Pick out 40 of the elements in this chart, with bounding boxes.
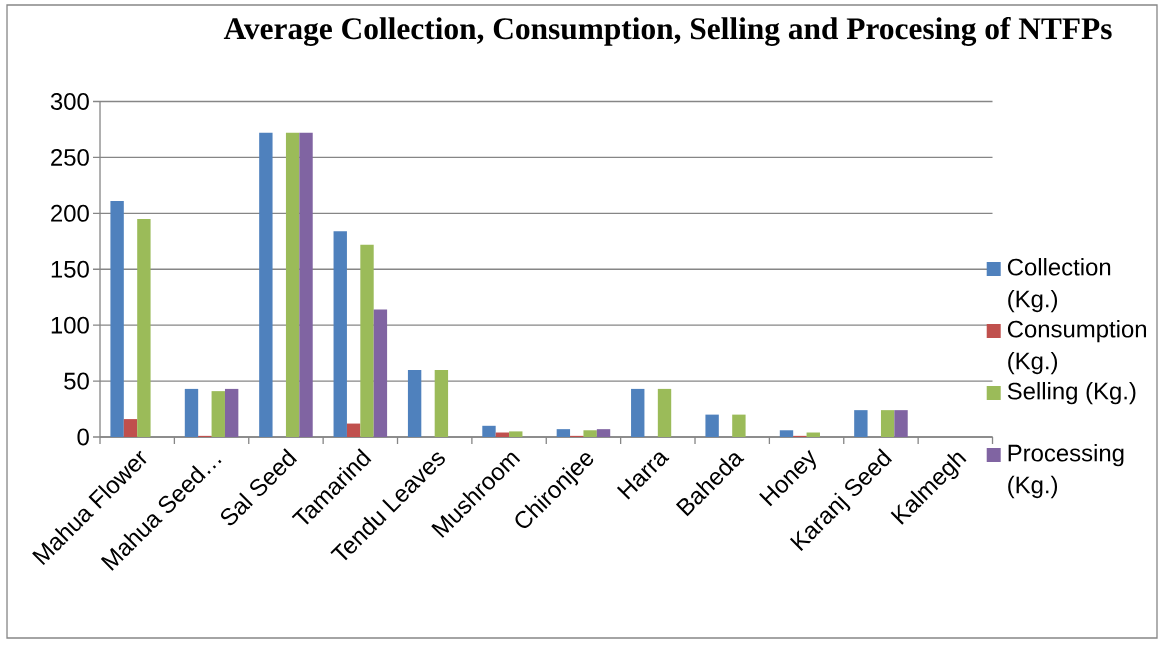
bar	[705, 414, 719, 437]
bar	[434, 369, 449, 437]
bar	[333, 231, 347, 437]
y-tick-label: 50	[64, 372, 89, 390]
y-tick-label: 100	[51, 316, 89, 334]
bar	[211, 391, 225, 437]
bar	[285, 132, 300, 437]
bar	[110, 201, 124, 437]
bar	[509, 431, 523, 437]
bar	[596, 429, 611, 437]
bar	[583, 430, 597, 437]
bar	[556, 429, 571, 437]
bar	[346, 423, 361, 437]
bar	[854, 410, 868, 437]
bar	[657, 388, 672, 437]
bar	[224, 388, 239, 437]
bar	[184, 388, 199, 437]
bar	[732, 414, 746, 437]
bar	[360, 244, 374, 437]
bar	[299, 132, 313, 437]
y-tick-label: 200	[51, 204, 89, 222]
y-tick-label: 250	[51, 148, 89, 166]
y-tick-label: 150	[51, 260, 89, 278]
bar	[894, 410, 908, 437]
y-tick-label: 300	[50, 93, 89, 110]
legend-label: Processing (Kg.)	[1008, 443, 1124, 499]
chart-title: Average Collection, Consumption, Selling and Procesing of NTFPs	[223, 16, 1112, 46]
bar	[123, 419, 138, 437]
bar	[137, 218, 151, 437]
legend-label: Selling (Kg.)	[1007, 381, 1136, 405]
bar	[259, 132, 273, 437]
legend-label: Collection (Kg.)	[1007, 258, 1111, 313]
bar	[482, 425, 496, 437]
bar	[407, 369, 422, 437]
bar	[631, 388, 645, 437]
legend-label: Consumption (Kg.)	[1007, 320, 1147, 375]
y-tick-label: 0	[77, 428, 89, 446]
bar	[373, 309, 388, 437]
bar	[779, 430, 794, 437]
bar	[880, 410, 895, 437]
